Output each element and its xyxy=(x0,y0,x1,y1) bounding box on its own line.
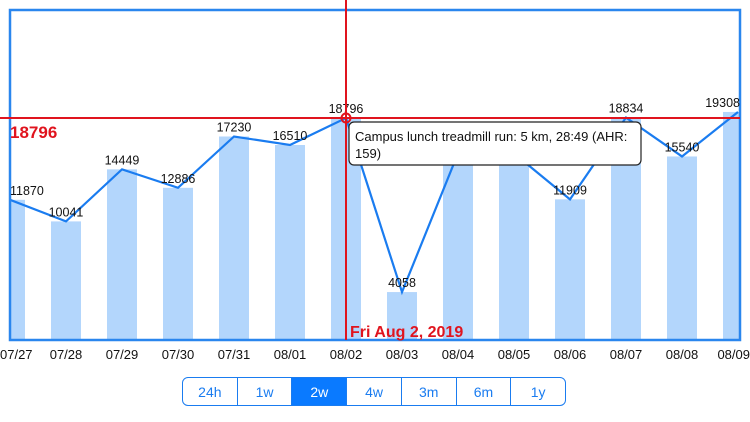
range-option-3m[interactable]: 3m xyxy=(400,378,456,405)
x-tick-label: 08/02 xyxy=(330,347,363,362)
bar-07-30[interactable] xyxy=(163,187,193,340)
x-tick-label: 08/06 xyxy=(554,347,587,362)
value-label: 17230 xyxy=(217,120,252,134)
bar-08-05[interactable] xyxy=(499,153,529,340)
value-label: 11909 xyxy=(553,183,587,197)
x-tick-label: 07/28 xyxy=(50,347,83,362)
plot-frame xyxy=(8,8,742,342)
range-option-1w[interactable]: 1w xyxy=(236,378,292,405)
bar-07-28[interactable] xyxy=(51,221,81,340)
value-label: 10041 xyxy=(49,205,84,219)
value-label: 14449 xyxy=(105,153,140,167)
tooltip xyxy=(348,121,642,166)
x-tick-label: 07/27 xyxy=(0,347,33,362)
value-label: 15540 xyxy=(665,140,700,154)
value-label: 12886 xyxy=(161,172,196,186)
x-tick-label: 07/31 xyxy=(218,347,251,362)
bar-08-01[interactable] xyxy=(275,145,305,340)
range-option-24h[interactable]: 24h xyxy=(198,383,222,400)
range-option-6m[interactable]: 6m xyxy=(455,378,511,405)
value-label: 19308 xyxy=(705,96,740,110)
x-tick-label: 07/30 xyxy=(162,347,195,362)
crosshair-date-label: Fri Aug 2, 2019 xyxy=(350,324,463,341)
range-option-2w[interactable]: 2w xyxy=(291,378,347,405)
selected-point-marker xyxy=(340,112,352,124)
bar-08-08[interactable] xyxy=(667,156,697,340)
x-tick-label: 08/05 xyxy=(498,347,531,362)
bar-08-04[interactable] xyxy=(443,153,473,340)
range-option-4w[interactable]: 4w xyxy=(346,378,401,405)
x-tick-label: 07/29 xyxy=(106,347,139,362)
value-label: 18834 xyxy=(609,102,644,116)
x-tick-label: 08/07 xyxy=(610,347,643,362)
value-label: 4058 xyxy=(388,276,416,290)
bar-07-31[interactable] xyxy=(219,136,249,340)
tooltip-line-1: Campus lunch treadmill run: 5 km, 28:49 … xyxy=(355,129,627,144)
x-tick-label: 08/01 xyxy=(274,347,307,362)
bar-08-06[interactable] xyxy=(555,199,585,340)
x-tick-label: 08/03 xyxy=(386,347,419,362)
tooltip-line-2: 159) xyxy=(355,146,381,161)
x-tick-label: 08/04 xyxy=(442,347,475,362)
x-tick-label: 08/08 xyxy=(666,347,699,362)
value-label: 11870 xyxy=(10,184,44,198)
bar-08-09[interactable] xyxy=(723,111,750,340)
bar-08-03[interactable] xyxy=(387,292,417,340)
value-label: 16510 xyxy=(273,129,308,143)
range-selector: 24h 1w 2w 4w 3m 6m 1y xyxy=(182,377,566,406)
bar-07-29[interactable] xyxy=(107,169,137,340)
range-option-1y[interactable]: 1y xyxy=(510,378,565,405)
chart[interactable]: 11870 10041 14449 12886 17230 16510 18796 4058 1… xyxy=(0,0,750,370)
bar-07-27[interactable] xyxy=(0,199,25,340)
crosshair-value-label: 18796 xyxy=(10,123,57,142)
x-tick-label: 08/09 xyxy=(717,347,750,362)
